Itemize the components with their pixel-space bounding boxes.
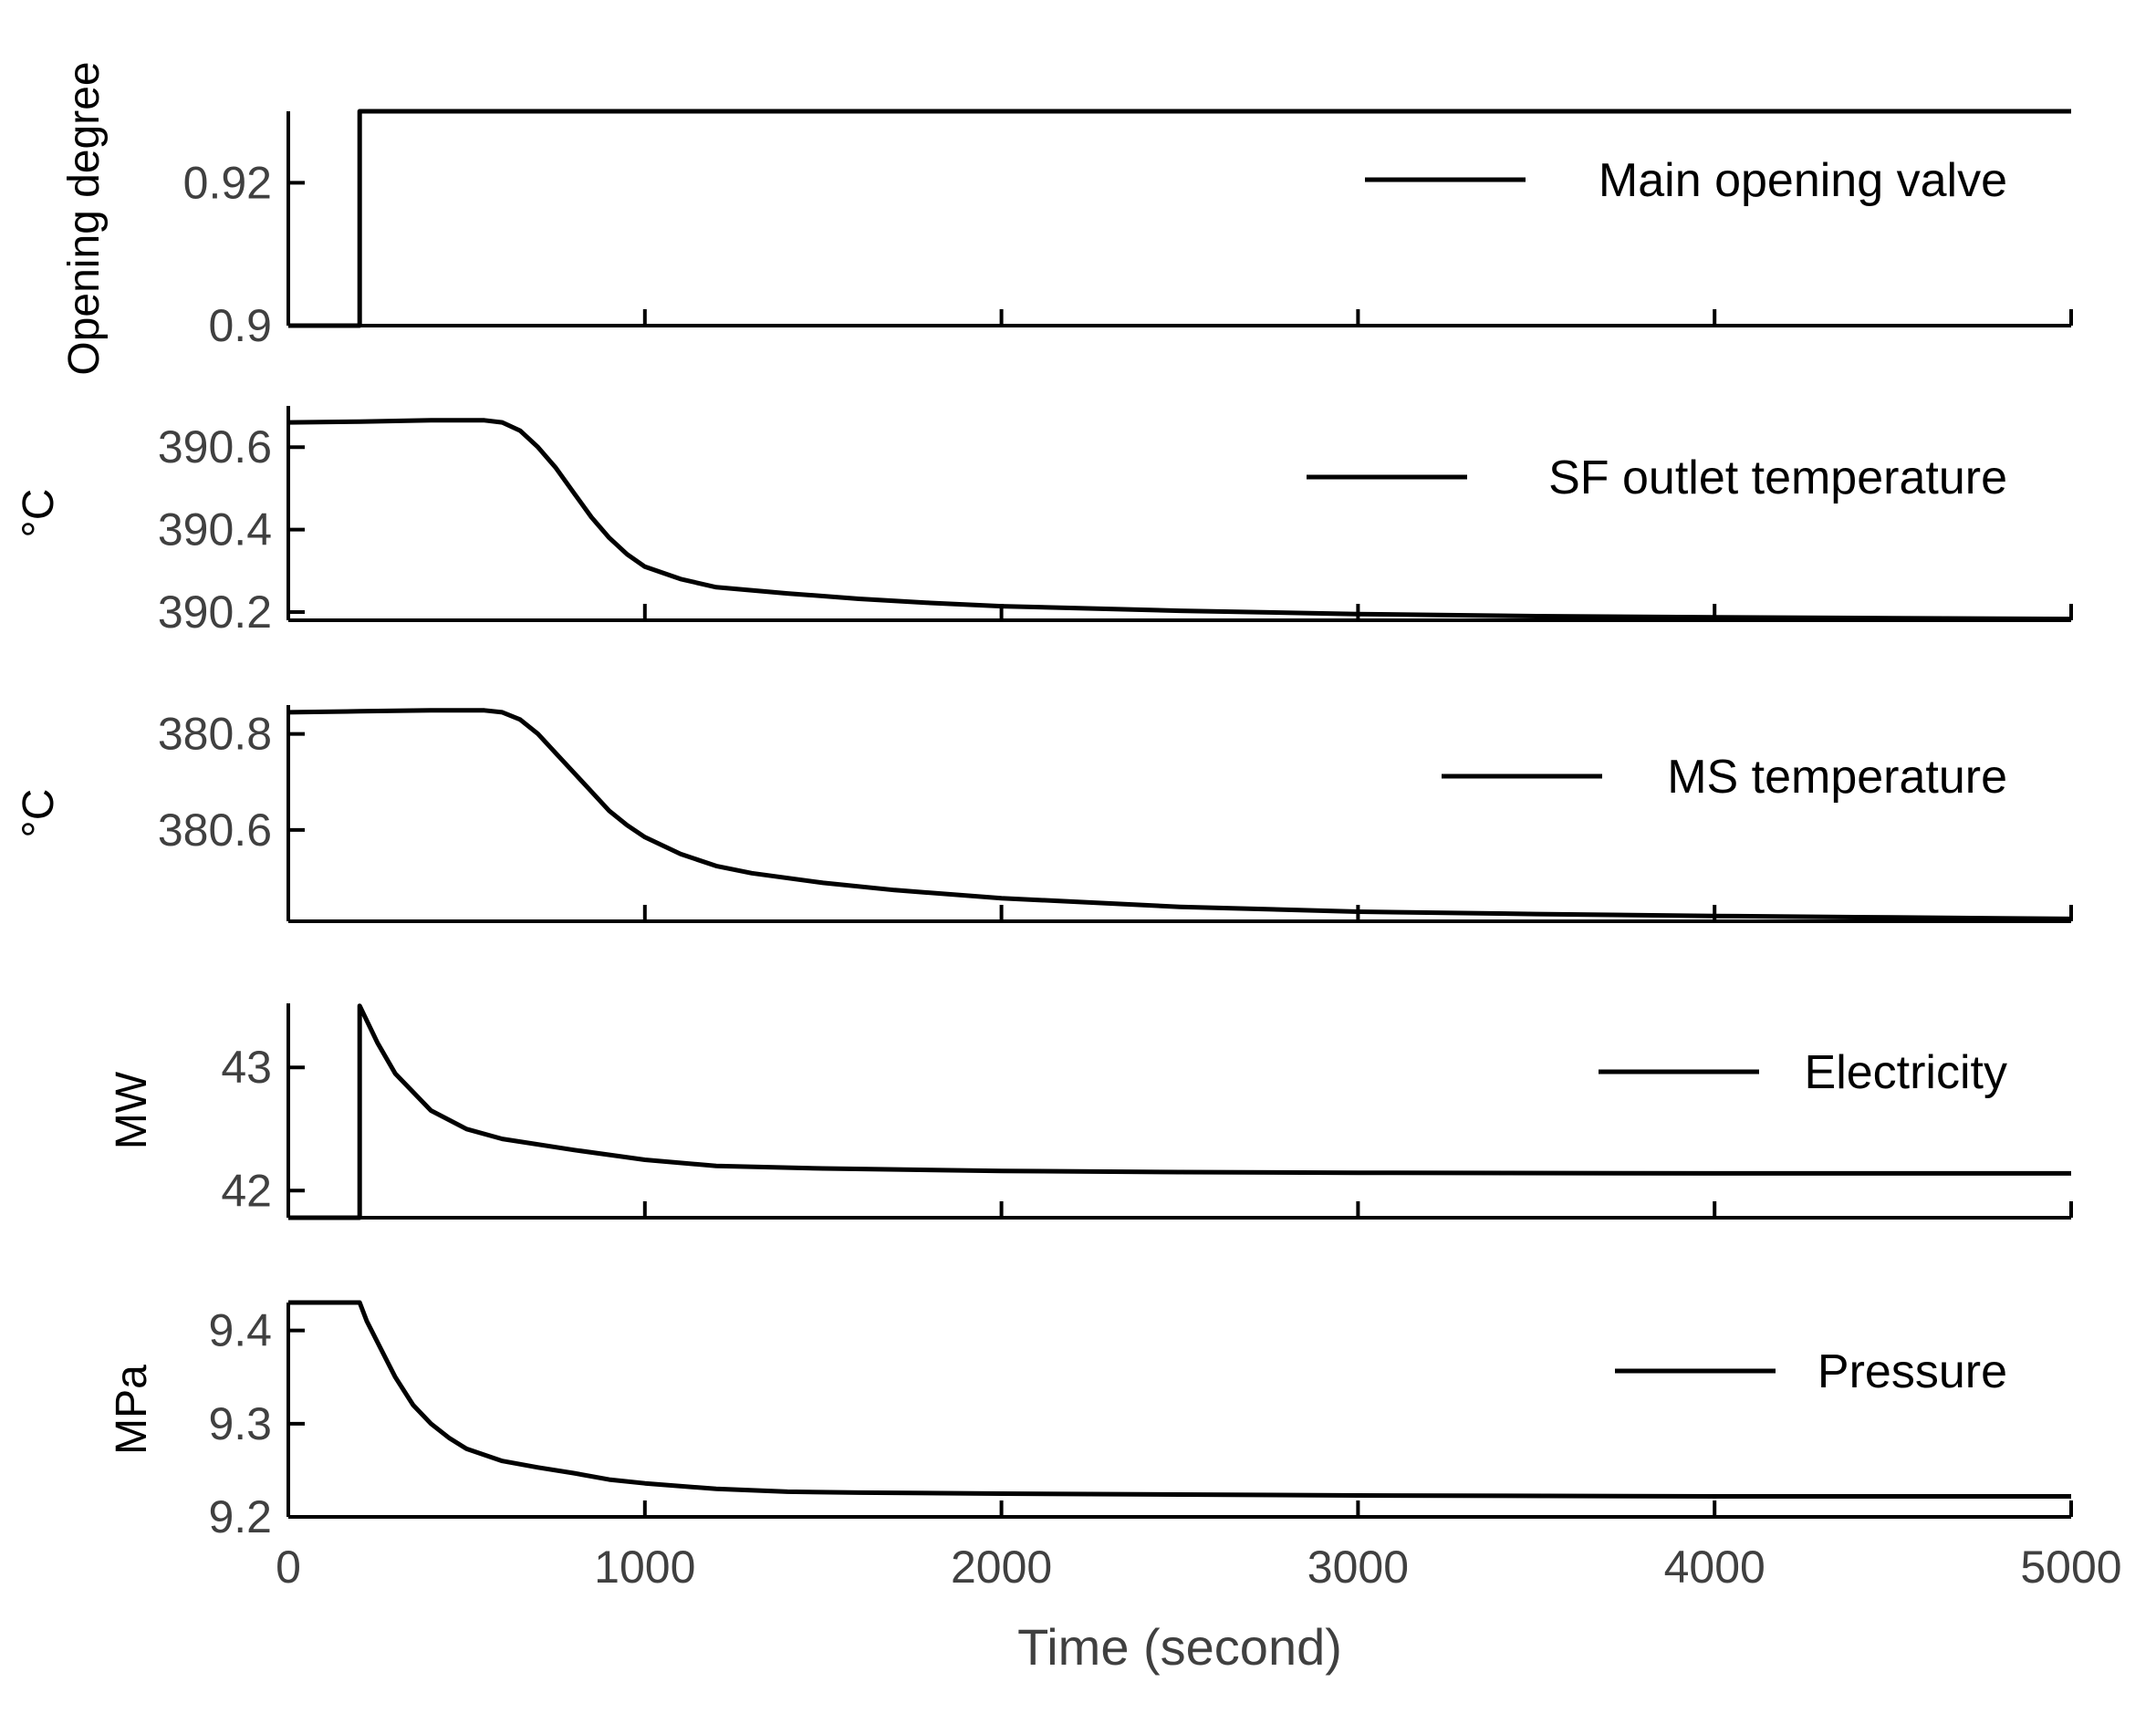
series-line-valve	[288, 109, 2071, 328]
legend-label: Electricity	[1805, 1046, 2007, 1099]
x-tick-label: 2000	[951, 1542, 1052, 1593]
y-axis-label: Opening degree	[60, 61, 109, 375]
y-tick-label: 390.6	[158, 421, 272, 472]
series-line-elec	[288, 1003, 2071, 1220]
y-tick-label: 380.8	[158, 709, 272, 760]
series-line-ms	[287, 708, 2072, 921]
subplot-elec: 42 43 MW Electricity	[108, 1003, 2073, 1220]
y-tick-label: 0.9	[208, 300, 272, 351]
y-tick-label: 380.6	[158, 805, 272, 856]
y-tick-label: 9.3	[208, 1398, 272, 1449]
legend-label: MS temperature	[1667, 751, 2007, 804]
y-tick-label: 0.92	[183, 157, 272, 208]
subplot-sf: 390.2 390.4 390.6 °C SF outlet temperature	[15, 406, 2073, 638]
y-axis-label: MW	[108, 1071, 156, 1149]
legend-label: SF outlet temperature	[1548, 452, 2007, 504]
subplot-valve: 0.9 0.92 Opening degree Main opening valve	[60, 61, 2073, 376]
y-tick-label: 9.2	[208, 1491, 272, 1542]
y-tick-label: 43	[221, 1042, 272, 1093]
legend-label: Pressure	[1817, 1345, 2007, 1398]
x-tick-label: 4000	[1664, 1542, 1765, 1593]
subplot-press: 9.2 9.3 9.4 MPa Pressure	[108, 1300, 2073, 1542]
y-axis-label: °C	[15, 789, 63, 838]
x-tick-label: 3000	[1307, 1542, 1409, 1593]
y-tick-label: 9.4	[208, 1305, 272, 1356]
series-line-sf	[287, 418, 2072, 622]
x-axis-label: Time (second)	[1017, 1618, 1342, 1676]
y-tick-label: 390.4	[158, 504, 272, 555]
legend-label: Main opening valve	[1599, 154, 2007, 207]
subplot-ms: 380.6 380.8 °C MS temperature	[15, 705, 2073, 923]
x-tick-label: 5000	[2020, 1542, 2121, 1593]
x-tick-label: 1000	[594, 1542, 695, 1593]
y-axis-label: °C	[15, 489, 63, 538]
y-tick-label: 390.2	[158, 587, 272, 638]
series-line-press	[288, 1300, 2071, 1499]
y-tick-label: 42	[221, 1165, 272, 1216]
x-tick-label: 0	[276, 1542, 301, 1593]
y-axis-label: MPa	[108, 1365, 156, 1455]
